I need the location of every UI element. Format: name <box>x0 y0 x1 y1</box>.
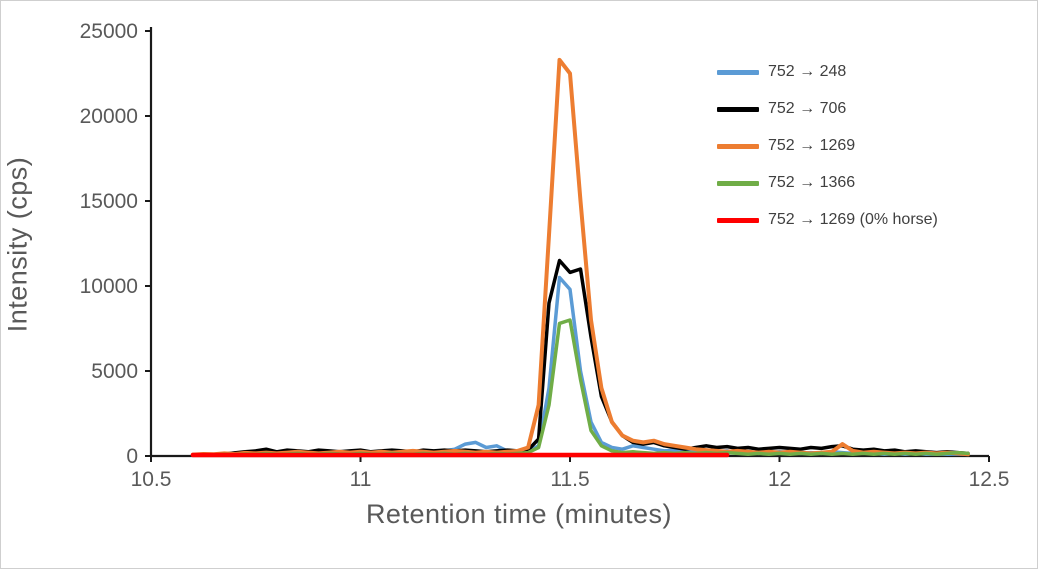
series-line-0 <box>191 275 970 457</box>
y-axis-title: Intensity (cps) <box>2 156 33 333</box>
legend-label: 752 → 1366 <box>768 174 856 191</box>
x-tick-label: 11 <box>350 468 372 491</box>
legend-label: 752 → 248 <box>768 63 847 80</box>
legend-item: 752 → 248 <box>717 61 938 83</box>
legend-item: 752 → 1366 <box>717 172 938 194</box>
legend-swatch <box>717 143 759 149</box>
legend-swatch <box>717 217 759 223</box>
x-tick-label: 11.5 <box>550 468 589 491</box>
y-tick-label: 25000 <box>80 20 138 43</box>
y-tick-label: 15000 <box>80 190 138 213</box>
y-tick-label: 0 <box>126 445 138 468</box>
legend-swatch <box>717 106 759 112</box>
y-tick-label: 5000 <box>91 360 138 383</box>
legend-item: 752 → 706 <box>717 98 938 120</box>
legend-label: 752 → 1269 <box>768 137 856 154</box>
legend-item: 752 → 1269 (0% horse) <box>717 209 938 231</box>
y-tick-label: 20000 <box>80 105 138 128</box>
x-axis-title: Retention time (minutes) <box>365 499 673 529</box>
x-tick-label: 12.5 <box>969 468 1010 491</box>
legend-label: 752 → 706 <box>768 100 847 117</box>
series-line-3 <box>191 318 970 457</box>
legend-swatch <box>717 69 759 75</box>
legend-label: 752 → 1269 (0% horse) <box>768 211 938 228</box>
y-tick-label: 10000 <box>80 275 138 298</box>
legend: 752 → 248 752 → 706 752 → 1269 752 → 1366 75… <box>717 61 938 231</box>
x-tick-label: 10.5 <box>131 468 172 491</box>
x-tick-label: 12 <box>768 468 791 491</box>
legend-swatch <box>717 180 759 186</box>
legend-item: 752 → 1269 <box>717 135 938 157</box>
